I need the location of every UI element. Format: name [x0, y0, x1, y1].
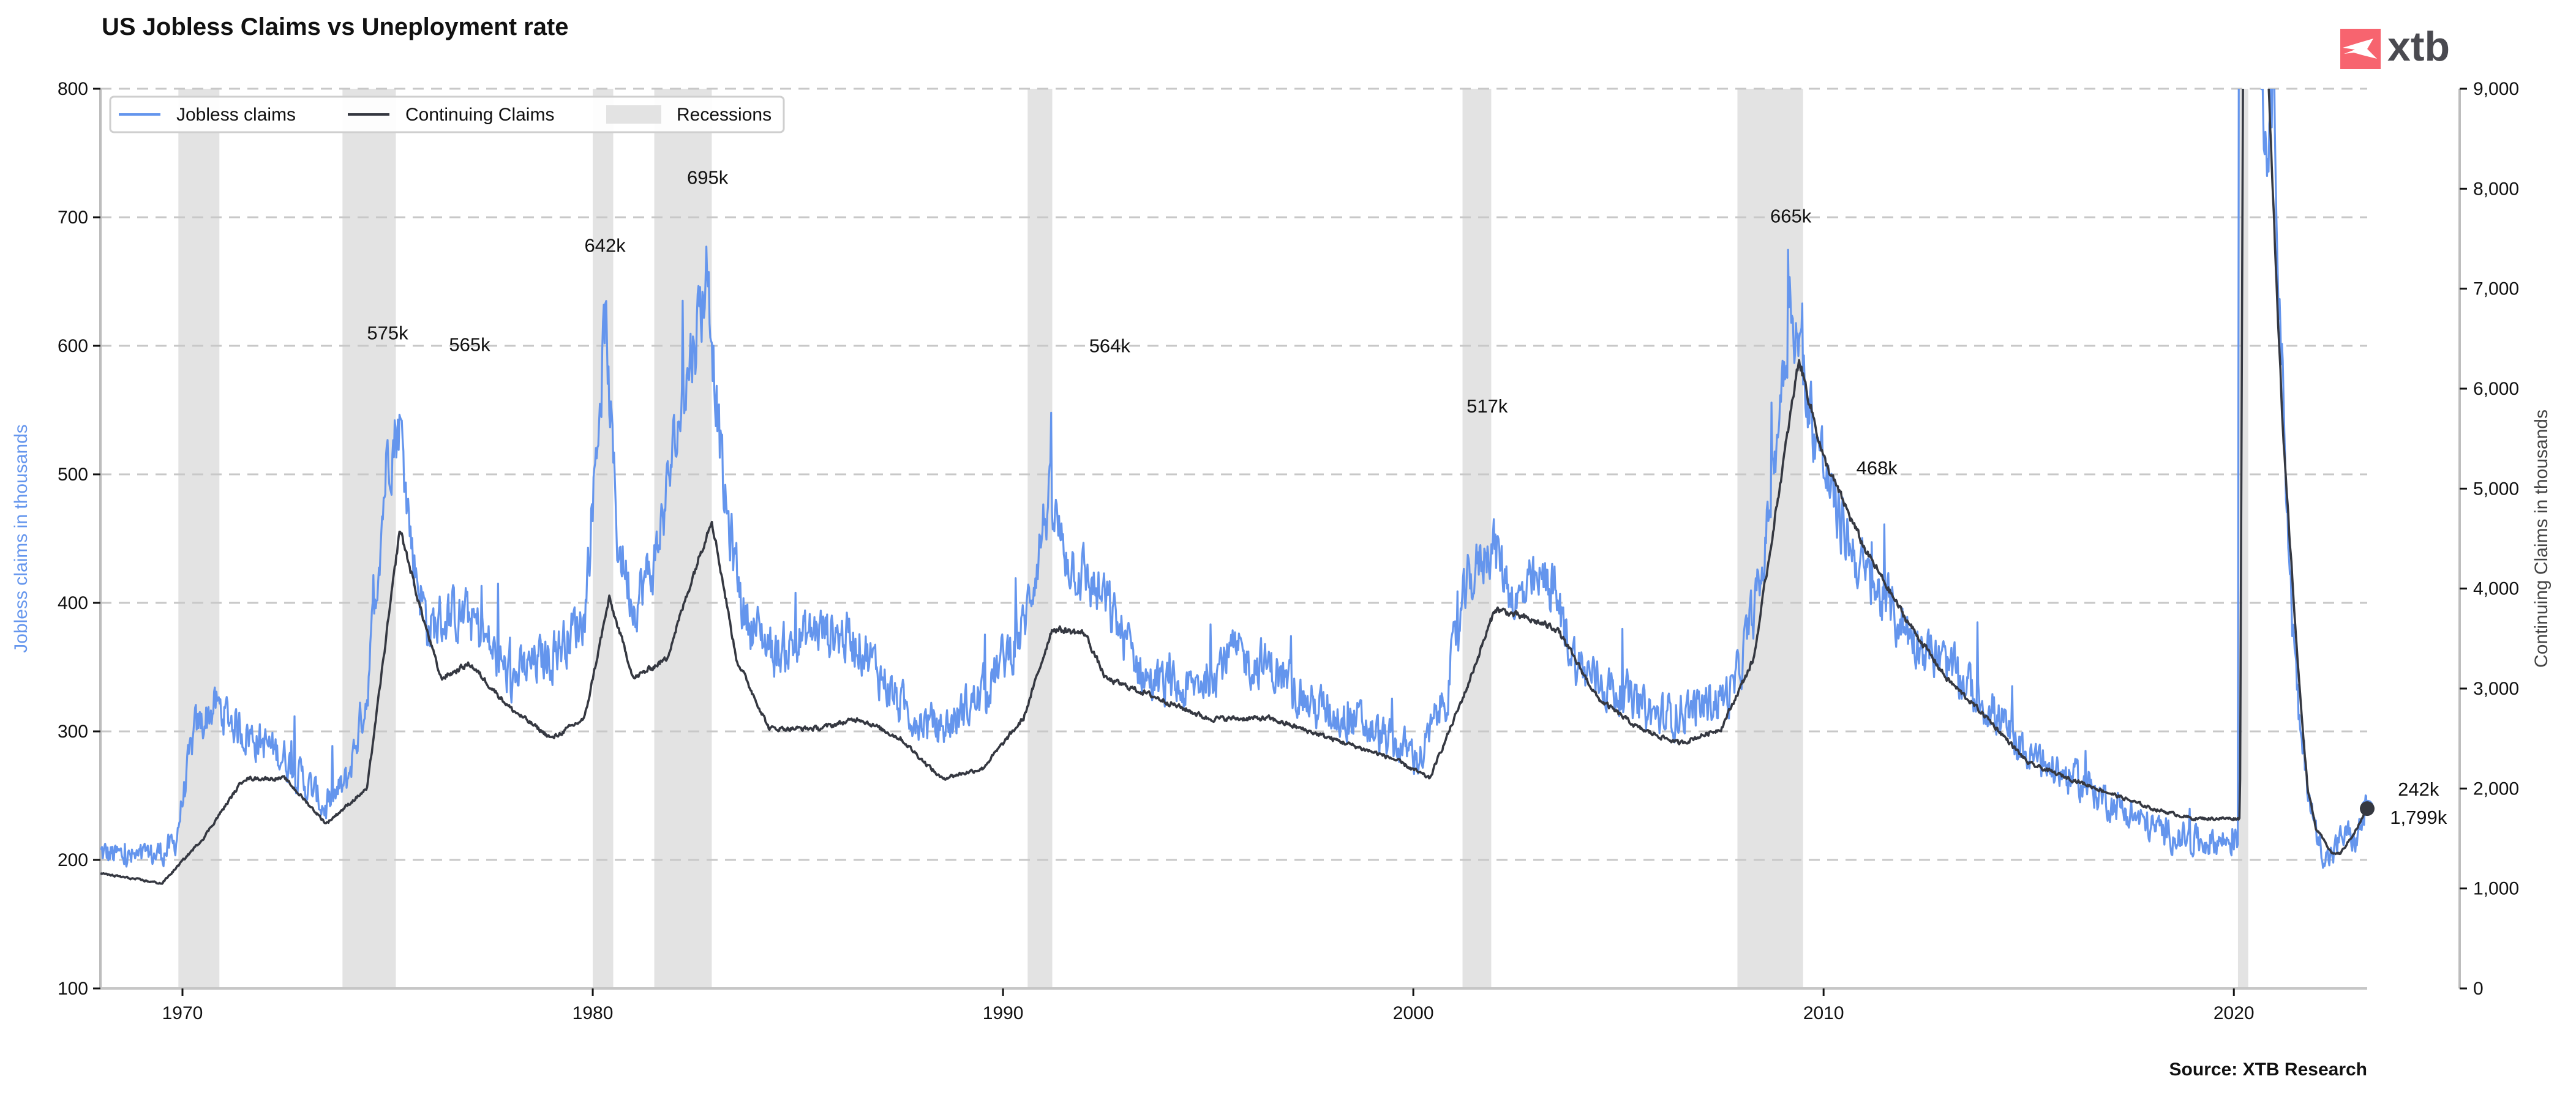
x-tick-label: 1990: [983, 1003, 1024, 1023]
y-left-tick-label: 200: [58, 850, 88, 870]
xtb-x-glyph-icon: [2343, 39, 2377, 59]
annotation-label: 242k: [2398, 779, 2439, 800]
recession-band: [593, 89, 614, 988]
legend-label-jobless: Jobless claims: [176, 105, 296, 125]
y-right-tick-label: 4,000: [2473, 579, 2519, 599]
recession-band: [654, 89, 712, 988]
grid-lines: [100, 88, 2367, 861]
recession-band: [178, 89, 220, 988]
recession-band: [1737, 89, 1803, 988]
x-tick-label: 2010: [1803, 1003, 1844, 1023]
y-left-tick-label: 500: [58, 465, 88, 485]
axes: 100 200 300 400 500 600 700 800 0 1,000 2,000 3,000…: [58, 79, 2519, 1023]
y-right-tick-label: 3,000: [2473, 679, 2519, 699]
continuing-claims-line: [100, 89, 2367, 885]
continuing-end-marker: [2360, 801, 2375, 816]
x-tick-label: 2020: [2214, 1003, 2255, 1023]
y-left-tick-label: 800: [58, 79, 88, 99]
y-right-tick-label: 2,000: [2473, 779, 2519, 799]
legend-label-recessions: Recessions: [677, 105, 772, 125]
recession-band: [342, 89, 396, 988]
annotation-label: 575k: [367, 323, 408, 344]
legend-label-continuing: Continuing Claims: [405, 105, 554, 125]
y-left-tick-label: 100: [58, 979, 88, 999]
annotation-label: 665k: [1770, 205, 1812, 226]
jobless-claims-line: [100, 89, 2367, 869]
left-axis-label: Jobless claims in thousands: [11, 424, 31, 653]
annotation-label: 1,799k: [2390, 807, 2447, 828]
annotation-label: 468k: [1857, 457, 1898, 479]
y-right-tick-label: 1,000: [2473, 879, 2519, 899]
y-right-tick-label: 8,000: [2473, 179, 2519, 199]
annotation-label: 564k: [1089, 335, 1131, 357]
y-left-tick-label: 300: [58, 722, 88, 742]
y-left-tick-label: 700: [58, 207, 88, 228]
x-tick-label: 1970: [162, 1003, 203, 1023]
y-right-tick-label: 7,000: [2473, 279, 2519, 299]
legend: Jobless claims Continuing Claims Recessi…: [109, 95, 785, 133]
recession-band: [1462, 89, 1492, 988]
annotation-label: 517k: [1466, 395, 1508, 417]
y-right-tick-label: 9,000: [2473, 79, 2519, 99]
annotation-label: 642k: [585, 235, 626, 256]
recession-bands: [178, 89, 2248, 988]
y-right-tick-label: 6,000: [2473, 379, 2519, 399]
right-axis-label: Continuing Claims in thousands: [2531, 409, 2552, 668]
y-left-tick-label: 400: [58, 593, 88, 613]
source-note: Source: XTB Research: [2169, 1059, 2367, 1080]
x-tick-label: 1980: [573, 1003, 614, 1023]
chart-title: US Jobless Claims vs Uneployment rate: [102, 13, 569, 40]
annotation-label: 565k: [449, 334, 490, 355]
annotation-label: 695k: [687, 166, 729, 188]
y-right-tick-label: 5,000: [2473, 479, 2519, 499]
xtb-logo: xtb: [2340, 23, 2450, 70]
legend-swatch-recessions: [606, 105, 661, 124]
annotations: 575k 565k 642k 695k 564k 517k 665k 468k 242k 1,79…: [367, 166, 2447, 828]
x-tick-label: 2000: [1393, 1003, 1434, 1023]
y-left-tick-label: 600: [58, 336, 88, 356]
xtb-logo-text: xtb: [2387, 23, 2450, 70]
y-right-tick-label: 0: [2473, 979, 2484, 999]
